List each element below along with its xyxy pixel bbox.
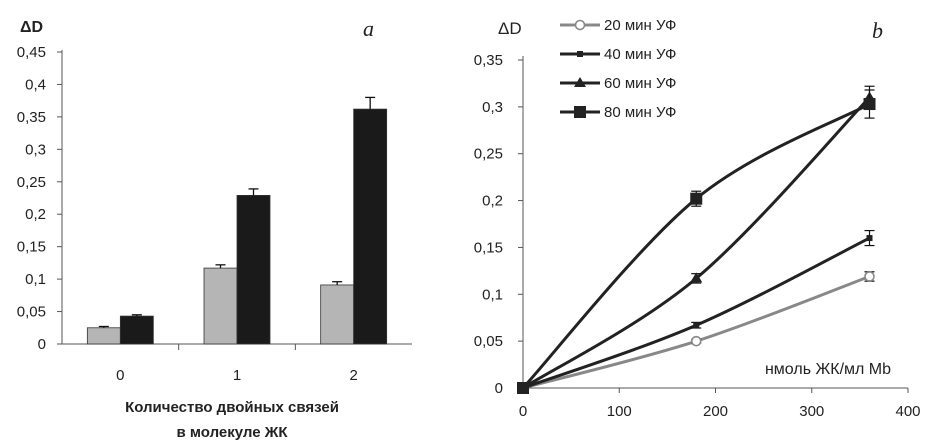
data-point [574,19,586,31]
line-chart-panel-b: ΔD b 0 0,05 0,1 0,15 0,2 0,25 0,3 0,35 0 100 200 3… [474,17,921,420]
bar [353,108,388,345]
panel-label-a: a [363,16,374,41]
y-tick-label: 0,35 [17,109,46,126]
data-point [693,322,700,329]
y-tick-label: 0,3 [25,141,46,158]
bar-chart-y-ticks: 0 0,05 0,1 0,15 0,2 0,25 0,3 0,35 0,4 0,45 [17,44,62,353]
bar [119,315,154,345]
line-chart-legend: 20 мин УФ 40 мин УФ 60 мин УФ 80 мин УФ [560,17,676,121]
y-tick-label: 0 [495,380,503,397]
x-tick-label: 1 [233,367,241,384]
x-tick-label: 100 [607,403,632,420]
y-tick-label: 0,2 [482,193,503,210]
y-tick-label: 0,1 [25,271,46,288]
line-chart-x-ticks: 0 100 200 300 400 [519,388,921,420]
data-point [690,272,703,283]
x-tick-label: 0 [519,403,527,420]
data-point [866,235,873,242]
legend-label: 80 мин УФ [604,104,676,121]
x-tick-label: 0 [116,367,124,384]
y-tick-label: 0,35 [474,52,503,69]
line-chart-ylabel: ΔD [498,19,522,38]
panel-label-b: b [872,18,883,43]
data-point [690,335,702,347]
x-tick-label: 300 [799,403,824,420]
y-tick-label: 0,15 [474,239,503,256]
bar [86,327,121,345]
legend-label: 60 мин УФ [604,75,676,92]
x-tick-label: 200 [703,403,728,420]
bar [203,267,238,345]
bar [320,284,355,345]
data-point [517,382,529,394]
y-tick-label: 0,4 [25,76,46,93]
bar [236,195,271,345]
bar-chart-ylabel: ΔD [20,19,43,36]
data-point [574,77,586,87]
legend-label: 20 мин УФ [604,17,676,34]
legend-label: 40 мин УФ [604,46,676,63]
data-point [577,51,583,57]
data-point [574,106,586,118]
y-tick-label: 0,25 [17,174,46,191]
data-point [863,98,876,111]
x-tick-label: 2 [349,367,357,384]
data-point [690,192,703,205]
y-tick-label: 0 [38,336,46,353]
data-point [864,271,875,282]
line-chart-series [517,85,876,394]
line-chart-xlabel: нмоль ЖК/мл Mb [765,361,891,378]
bar-chart-x-ticks: 0 1 2 [116,367,358,384]
bar-chart-panel-a: ΔD a 0 0,05 0,1 0,15 0,2 0,25 0,3 0,35 0,4 0,45 0… [17,16,412,441]
y-tick-label: 0,45 [17,44,46,61]
y-tick-label: 0,2 [25,206,46,223]
x-tick-label: 400 [895,403,920,420]
bar-chart-bars [86,96,388,345]
bar-chart-xlabel-line-1: Количество двойных связей [125,399,339,416]
y-tick-label: 0,05 [474,333,503,350]
y-tick-label: 0,05 [17,304,46,321]
y-tick-label: 0,1 [482,286,503,303]
line-chart-y-ticks: 0 0,05 0,1 0,15 0,2 0,25 0,3 0,35 [474,52,523,397]
y-tick-label: 0,15 [17,239,46,256]
line-chart-axes [522,56,908,389]
y-tick-label: 0,3 [482,99,503,116]
bar-chart-xlabel-line-2: в молекуле ЖК [177,424,289,441]
y-tick-label: 0,25 [474,146,503,163]
